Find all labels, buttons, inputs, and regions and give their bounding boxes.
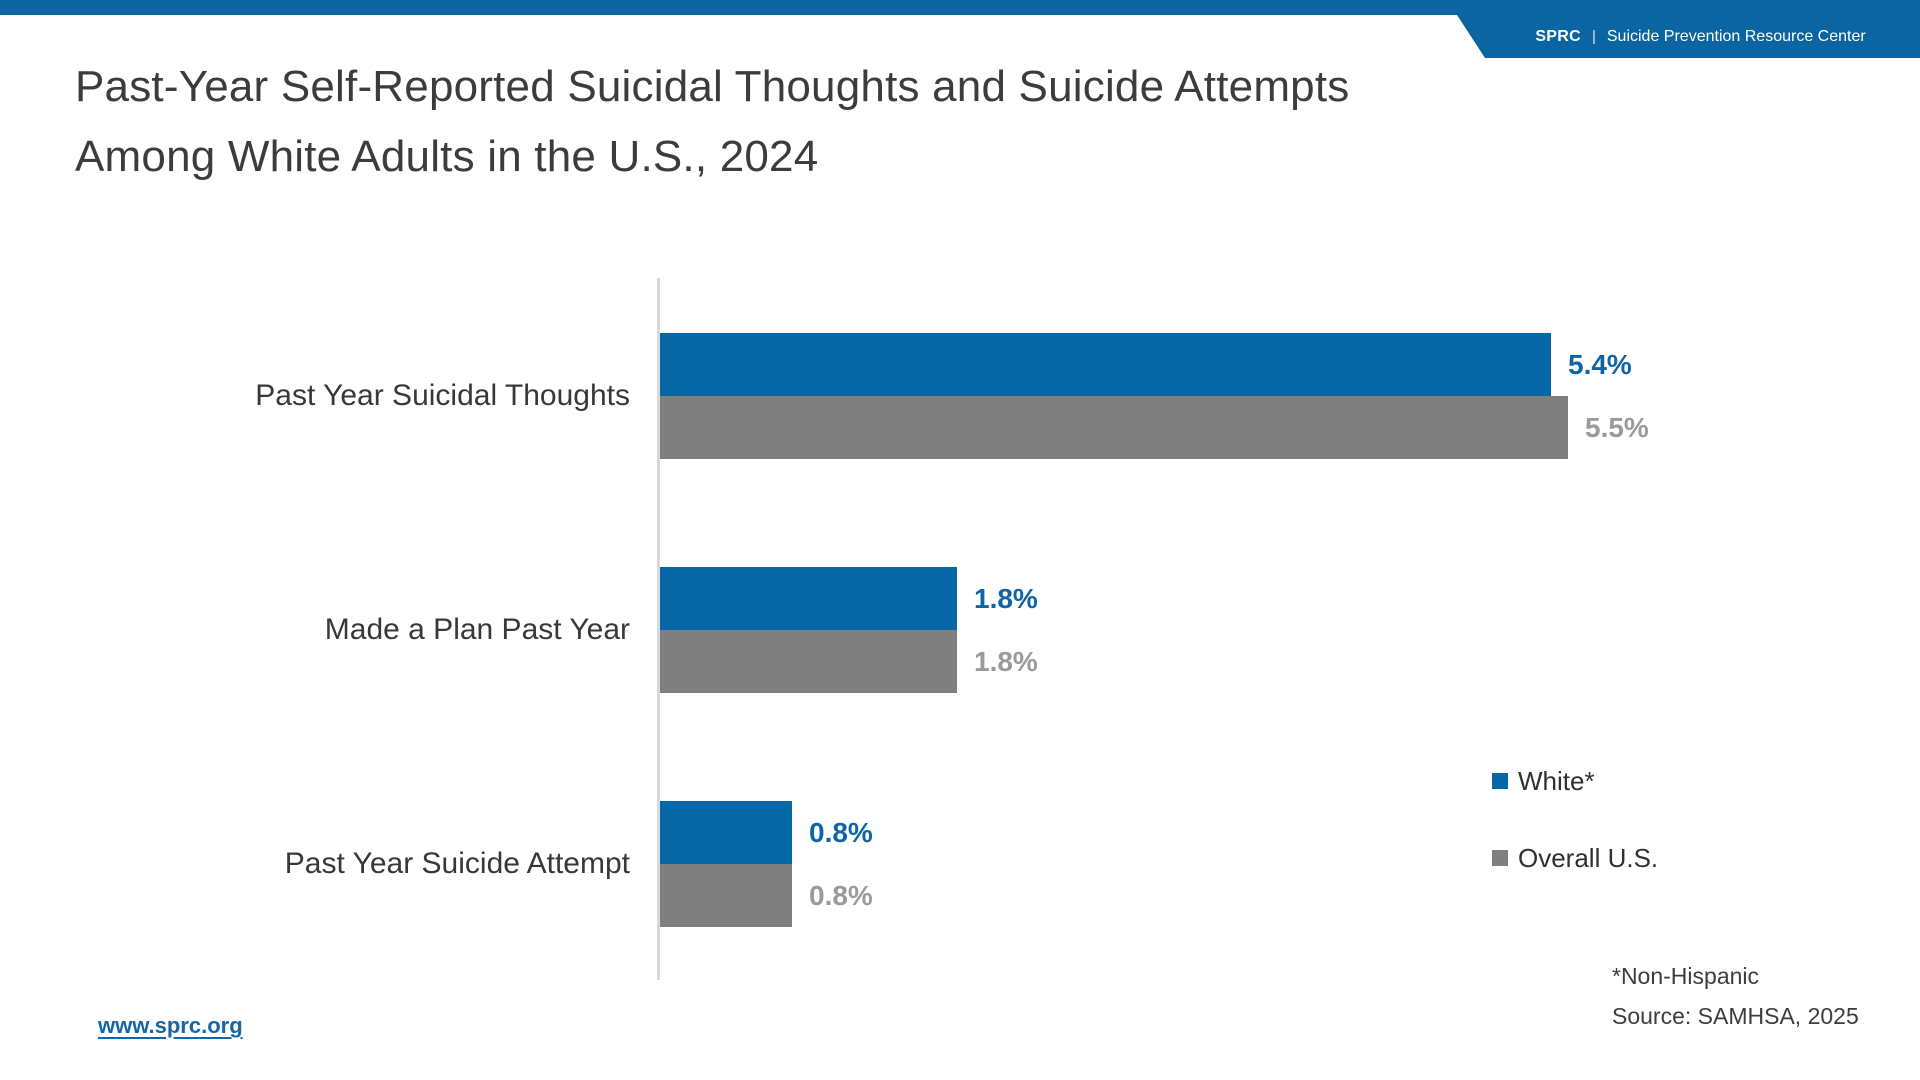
bar-white-suicidal-thoughts — [660, 333, 1551, 396]
bar-row: 1.8% — [660, 630, 1038, 693]
value-label-white: 1.8% — [974, 582, 1038, 614]
bar-white-suicide-attempt — [660, 801, 792, 864]
bar-row: 0.8% — [660, 801, 873, 864]
bar-row: 0.8% — [660, 864, 873, 927]
brand-banner: SPRC | Suicide Prevention Resource Cente… — [1457, 15, 1920, 58]
value-label-overall: 0.8% — [809, 879, 873, 911]
value-label-overall: 1.8% — [974, 645, 1038, 677]
page-title-line2: Among White Adults in the U.S., 2024 — [75, 132, 819, 181]
brand-acronym: SPRC — [1535, 27, 1581, 45]
legend: White* Overall U.S. — [1492, 766, 1658, 873]
value-label-white: 0.8% — [809, 816, 873, 848]
bar-overall-suicidal-thoughts — [660, 396, 1568, 459]
chart-group-suicidal-thoughts: Past Year Suicidal Thoughts 5.4% 5.5% — [255, 333, 1649, 459]
chart-group-suicide-attempt: Past Year Suicide Attempt 0.8% 0.8% — [285, 801, 873, 927]
page-title-line1: Past-Year Self-Reported Suicidal Thought… — [75, 62, 1350, 111]
category-label: Past Year Suicide Attempt — [284, 847, 630, 880]
category-label: Past Year Suicidal Thoughts — [255, 379, 630, 412]
sprc-website-link[interactable]: www.sprc.org — [98, 1013, 243, 1038]
page-title: Past-Year Self-Reported Suicidal Thought… — [75, 52, 1349, 192]
category-label: Made a Plan Past Year — [324, 613, 630, 646]
bar-white-made-plan — [660, 567, 957, 630]
legend-label-overall-us: Overall U.S. — [1518, 842, 1659, 873]
y-axis-line — [657, 278, 660, 980]
value-label-overall: 5.5% — [1585, 411, 1649, 443]
footnote: *Non-Hispanic Source: SAMHSA, 2025 — [1612, 956, 1859, 1036]
footnote-non-hispanic: *Non-Hispanic — [1612, 963, 1760, 989]
legend-label-white: White* — [1518, 765, 1595, 796]
value-label-white: 5.4% — [1568, 348, 1632, 380]
footnote-source: Source: SAMHSA, 2025 — [1612, 1003, 1859, 1029]
header-strip — [0, 0, 1920, 15]
chart-group-made-plan: Made a Plan Past Year 1.8% 1.8% — [325, 567, 1038, 693]
bar-row: 1.8% — [660, 567, 1038, 630]
bar-row: 5.4% — [660, 333, 1649, 396]
brand-separator: | — [1591, 28, 1596, 45]
bar-row: 5.5% — [660, 396, 1649, 459]
legend-item-overall-us: Overall U.S. — [1492, 843, 1658, 873]
bar-overall-suicide-attempt — [660, 864, 792, 927]
legend-item-white: White* — [1492, 766, 1658, 796]
legend-swatch-overall-us — [1492, 850, 1508, 866]
legend-swatch-white — [1492, 773, 1508, 789]
brand-name: Suicide Prevention Resource Center — [1606, 27, 1866, 45]
bar-overall-made-plan — [660, 630, 957, 693]
